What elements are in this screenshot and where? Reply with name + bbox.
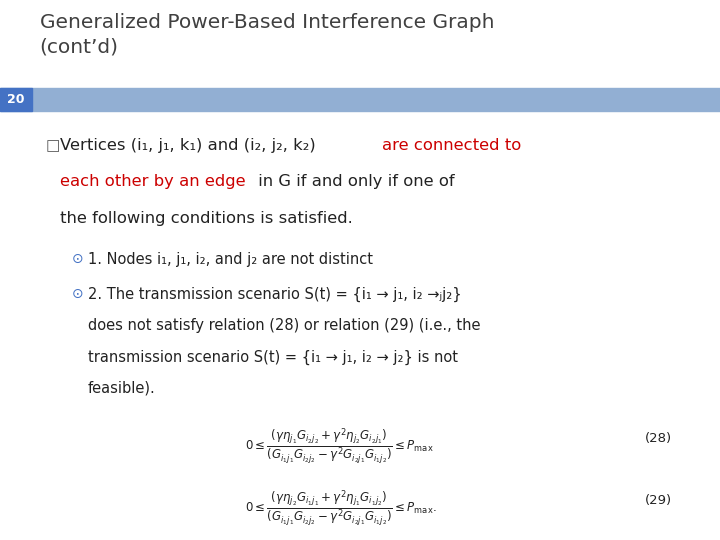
Bar xyxy=(0,88,720,111)
Text: 1. Nodes i₁, j₁, i₂, and j₂ are not distinct: 1. Nodes i₁, j₁, i₂, and j₂ are not dist… xyxy=(88,252,373,267)
Text: $0 \leq \dfrac{(\gamma\eta_{j_1}G_{i_2 j_2} + \gamma^2\eta_{j_2}G_{i_2 j_1})}{(G: $0 \leq \dfrac{(\gamma\eta_{j_1}G_{i_2 j… xyxy=(245,427,433,466)
Text: in G if and only if one of: in G if and only if one of xyxy=(253,174,454,190)
Text: (28): (28) xyxy=(644,432,672,445)
Text: ⊙: ⊙ xyxy=(72,287,84,301)
Text: Generalized Power-Based Interference Graph
(cont’d): Generalized Power-Based Interference Gra… xyxy=(40,14,494,57)
Bar xyxy=(0,88,32,111)
Text: ⊙: ⊙ xyxy=(72,252,84,266)
Text: feasible).: feasible). xyxy=(88,381,156,396)
Text: 20: 20 xyxy=(7,93,25,106)
Text: does not satisfy relation (28) or relation (29) (i.e., the: does not satisfy relation (28) or relati… xyxy=(88,318,480,333)
Text: $0 \leq \dfrac{(\gamma\eta_{j_2}G_{i_1 j_1} + \gamma^2\eta_{j_1}G_{i_1 j_2})}{(G: $0 \leq \dfrac{(\gamma\eta_{j_2}G_{i_1 j… xyxy=(245,489,436,528)
Text: □: □ xyxy=(45,138,60,153)
Bar xyxy=(0,0,720,97)
Text: transmission scenario S(t) = {i₁ → j₁, i₂ → j₂} is not: transmission scenario S(t) = {i₁ → j₁, i… xyxy=(88,349,458,364)
Text: the following conditions is satisfied.: the following conditions is satisfied. xyxy=(60,211,353,226)
Text: Vertices (i₁, j₁, k₁) and (i₂, j₂, k₂): Vertices (i₁, j₁, k₁) and (i₂, j₂, k₂) xyxy=(60,138,321,153)
Text: are connected to: are connected to xyxy=(382,138,521,153)
Text: each other by an edge: each other by an edge xyxy=(60,174,246,190)
Text: (29): (29) xyxy=(644,494,672,507)
Text: 2. The transmission scenario S(t) = {i₁ → j₁, i₂ →ⱼj₂}: 2. The transmission scenario S(t) = {i₁ … xyxy=(88,287,462,302)
